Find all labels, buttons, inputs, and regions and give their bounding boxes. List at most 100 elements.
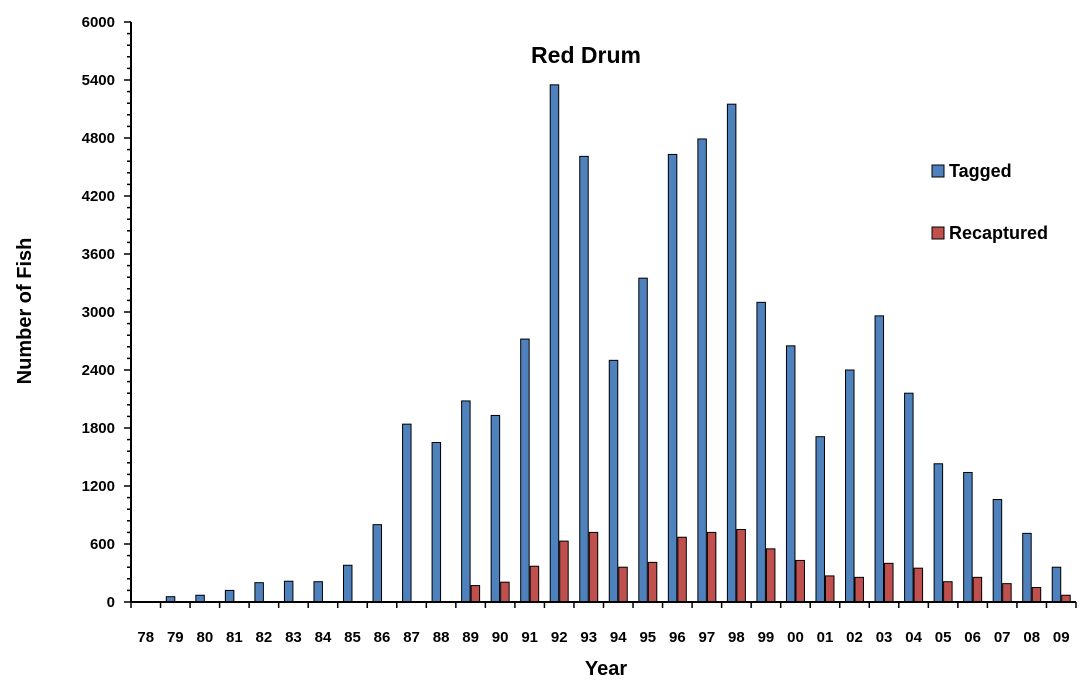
bar-tagged-82 [254,582,264,603]
bar-recaptured-90 [500,581,510,603]
bar-tagged-91 [520,338,530,603]
x-tick-label: 92 [551,629,568,646]
bar-recaptured-09 [1061,594,1071,603]
x-tick-label: 87 [403,629,420,646]
bar-tagged-09 [1051,566,1062,603]
bar-recaptured-92 [559,540,569,603]
y-axis-title: Number of Fish [14,238,36,385]
y-tick-label: 1800 [82,420,115,437]
x-tick-label: 91 [521,629,538,646]
x-tick-label: 09 [1053,629,1070,646]
bar-tagged-86 [372,524,383,603]
bar-recaptured-04 [913,567,924,603]
x-tick-label: 07 [994,629,1011,646]
bar-tagged-97 [697,138,707,603]
bar-tagged-98 [726,103,737,603]
bar-recaptured-89 [470,585,481,603]
x-tick-label: 08 [1023,629,1040,646]
chart-title: Red Drum [531,42,641,68]
y-tick-label: 1200 [82,478,115,495]
bar-tagged-84 [313,581,323,603]
bar-recaptured-08 [1031,587,1042,603]
bar-recaptured-01 [824,575,835,603]
bar-tagged-02 [845,369,855,603]
x-tick-label: 06 [964,629,981,646]
bar-recaptured-07 [1002,583,1012,603]
bar-tagged-95 [638,277,648,603]
x-tick-label: 84 [315,629,332,646]
bar-tagged-03 [874,315,885,603]
x-tick-label: 03 [876,629,893,646]
x-tick-label: 81 [226,629,243,646]
x-tick-label: 80 [196,629,213,646]
bar-tagged-92 [549,84,560,603]
bar-tagged-88 [431,442,442,603]
bar-tagged-04 [904,392,914,603]
bar-recaptured-97 [706,531,717,603]
bar-tagged-81 [224,589,235,603]
y-tick-label: 4800 [82,130,115,147]
bar-recaptured-03 [884,562,894,603]
x-tick-label: 95 [639,629,656,646]
bar-tagged-89 [461,400,471,603]
bars-group [136,84,1071,603]
x-tick-label: 04 [905,629,922,646]
bar-tagged-07 [992,499,1003,603]
y-tick-label: 3600 [82,246,115,263]
bar-recaptured-91 [529,565,540,603]
x-tick-label: 00 [787,629,804,646]
y-tick-label: 3000 [82,304,115,321]
bar-tagged-99 [756,301,766,603]
axes-group: 0600120018002400300036004200480054006000… [82,14,1077,646]
legend-swatch-recaptured [931,226,945,240]
y-tick-label: 5400 [82,72,115,89]
bar-tagged-96 [667,153,678,603]
y-tick-label: 600 [90,536,115,553]
bar-recaptured-94 [618,566,628,603]
bar-tagged-85 [342,564,353,603]
bar-recaptured-95 [647,561,658,603]
x-tick-label: 79 [167,629,184,646]
x-tick-label: 78 [137,629,154,646]
x-tick-label: 83 [285,629,302,646]
bar-recaptured-93 [588,531,599,603]
x-tick-label: 86 [374,629,391,646]
bar-recaptured-05 [943,581,953,603]
legend-swatch-tagged [931,164,945,178]
bar-tagged-05 [933,463,944,603]
x-tick-label: 97 [699,629,716,646]
y-tick-label: 2400 [82,362,115,379]
y-tick-label: 6000 [82,14,115,31]
bar-recaptured-00 [795,559,805,603]
y-tick-label: 0 [107,594,115,611]
bar-recaptured-99 [765,548,776,603]
legend: Tagged Recaptured [931,161,1048,243]
bar-recaptured-06 [972,576,983,603]
x-tick-label: 90 [492,629,509,646]
bar-recaptured-02 [854,576,865,603]
x-tick-label: 98 [728,629,745,646]
bar-recaptured-96 [677,536,687,603]
bar-tagged-93 [579,155,589,603]
x-tick-label: 88 [433,629,450,646]
x-tick-label: 05 [935,629,952,646]
x-tick-label: 01 [817,629,834,646]
x-tick-label: 02 [846,629,863,646]
bar-tagged-06 [963,471,973,603]
x-tick-label: 89 [462,629,479,646]
bar-tagged-01 [815,436,825,603]
bar-tagged-90 [490,414,501,603]
y-tick-label: 4200 [82,188,115,205]
x-tick-label: 93 [580,629,597,646]
x-axis-title: Year [585,658,627,680]
x-tick-label: 94 [610,629,627,646]
bar-tagged-94 [608,359,619,603]
bar-tagged-80 [195,594,205,603]
bar-tagged-08 [1022,532,1032,603]
x-tick-label: 85 [344,629,361,646]
bar-tagged-83 [283,580,294,603]
bar-tagged-00 [785,345,796,603]
x-tick-label: 82 [256,629,273,646]
legend-label-tagged: Tagged [949,161,1012,181]
